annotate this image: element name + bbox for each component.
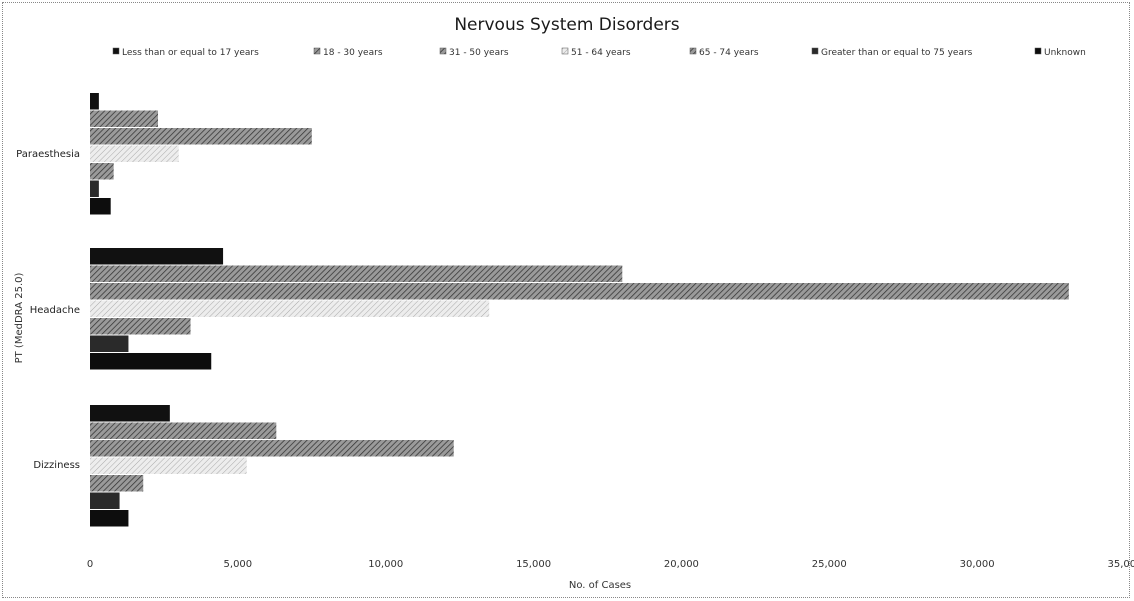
bar [90, 128, 312, 145]
legend-swatch [313, 47, 321, 55]
category-labels: Paraesthesia Headache Dizziness [16, 149, 80, 471]
legend-swatch [439, 47, 447, 55]
bar [90, 335, 129, 352]
bar [90, 353, 212, 370]
bar [90, 510, 129, 527]
bar [90, 405, 170, 422]
x-axis-ticks: 0 5,000 10,000 15,000 20,000 25,000 30,000 35,0… [87, 559, 1134, 570]
y-axis-label: PT (MedDRA 25.0) [14, 273, 25, 364]
legend-label: 31 - 50 years [449, 48, 509, 58]
legend: Less than or equal to 17 years 18 - 30 ye… [112, 47, 1086, 58]
legend-swatch [112, 47, 120, 55]
legend-label: 51 - 64 years [571, 48, 631, 58]
x-tick-label: 30,000 [960, 559, 995, 570]
bar [90, 283, 1069, 300]
legend-label: Greater than or equal to 75 years [821, 48, 973, 58]
bar [90, 145, 179, 162]
bar [90, 265, 623, 282]
bar [90, 163, 114, 180]
legend-label: Unknown [1044, 48, 1086, 58]
chart-title: Nervous System Disorders [454, 15, 679, 35]
legend-swatch [561, 47, 569, 55]
legend-swatch [1034, 47, 1042, 55]
bar [90, 110, 159, 127]
bar [90, 248, 224, 265]
category-label: Headache [30, 305, 80, 316]
bar [90, 475, 144, 492]
bar [90, 440, 454, 457]
bar [90, 198, 111, 215]
legend-label: 18 - 30 years [323, 48, 383, 58]
x-tick-label: 20,000 [664, 559, 699, 570]
x-tick-label: 25,000 [812, 559, 847, 570]
bar [90, 492, 120, 509]
bar [90, 93, 99, 110]
bar [90, 180, 99, 197]
x-tick-label: 5,000 [224, 559, 253, 570]
x-axis-label: No. of Cases [569, 580, 631, 591]
legend-swatch [689, 47, 697, 55]
category-label: Dizziness [33, 460, 80, 471]
bars [90, 93, 1069, 527]
bar [90, 422, 277, 439]
x-tick-label: 35,000 [1108, 559, 1134, 570]
category-label: Paraesthesia [16, 149, 80, 160]
x-tick-label: 0 [87, 559, 93, 570]
legend-label: Less than or equal to 17 years [122, 48, 259, 58]
legend-swatch [811, 47, 819, 55]
legend-label: 65 - 74 years [699, 48, 759, 58]
bar [90, 300, 490, 317]
x-tick-label: 10,000 [368, 559, 403, 570]
bar [90, 457, 247, 474]
bar [90, 318, 191, 335]
x-tick-label: 15,000 [516, 559, 551, 570]
